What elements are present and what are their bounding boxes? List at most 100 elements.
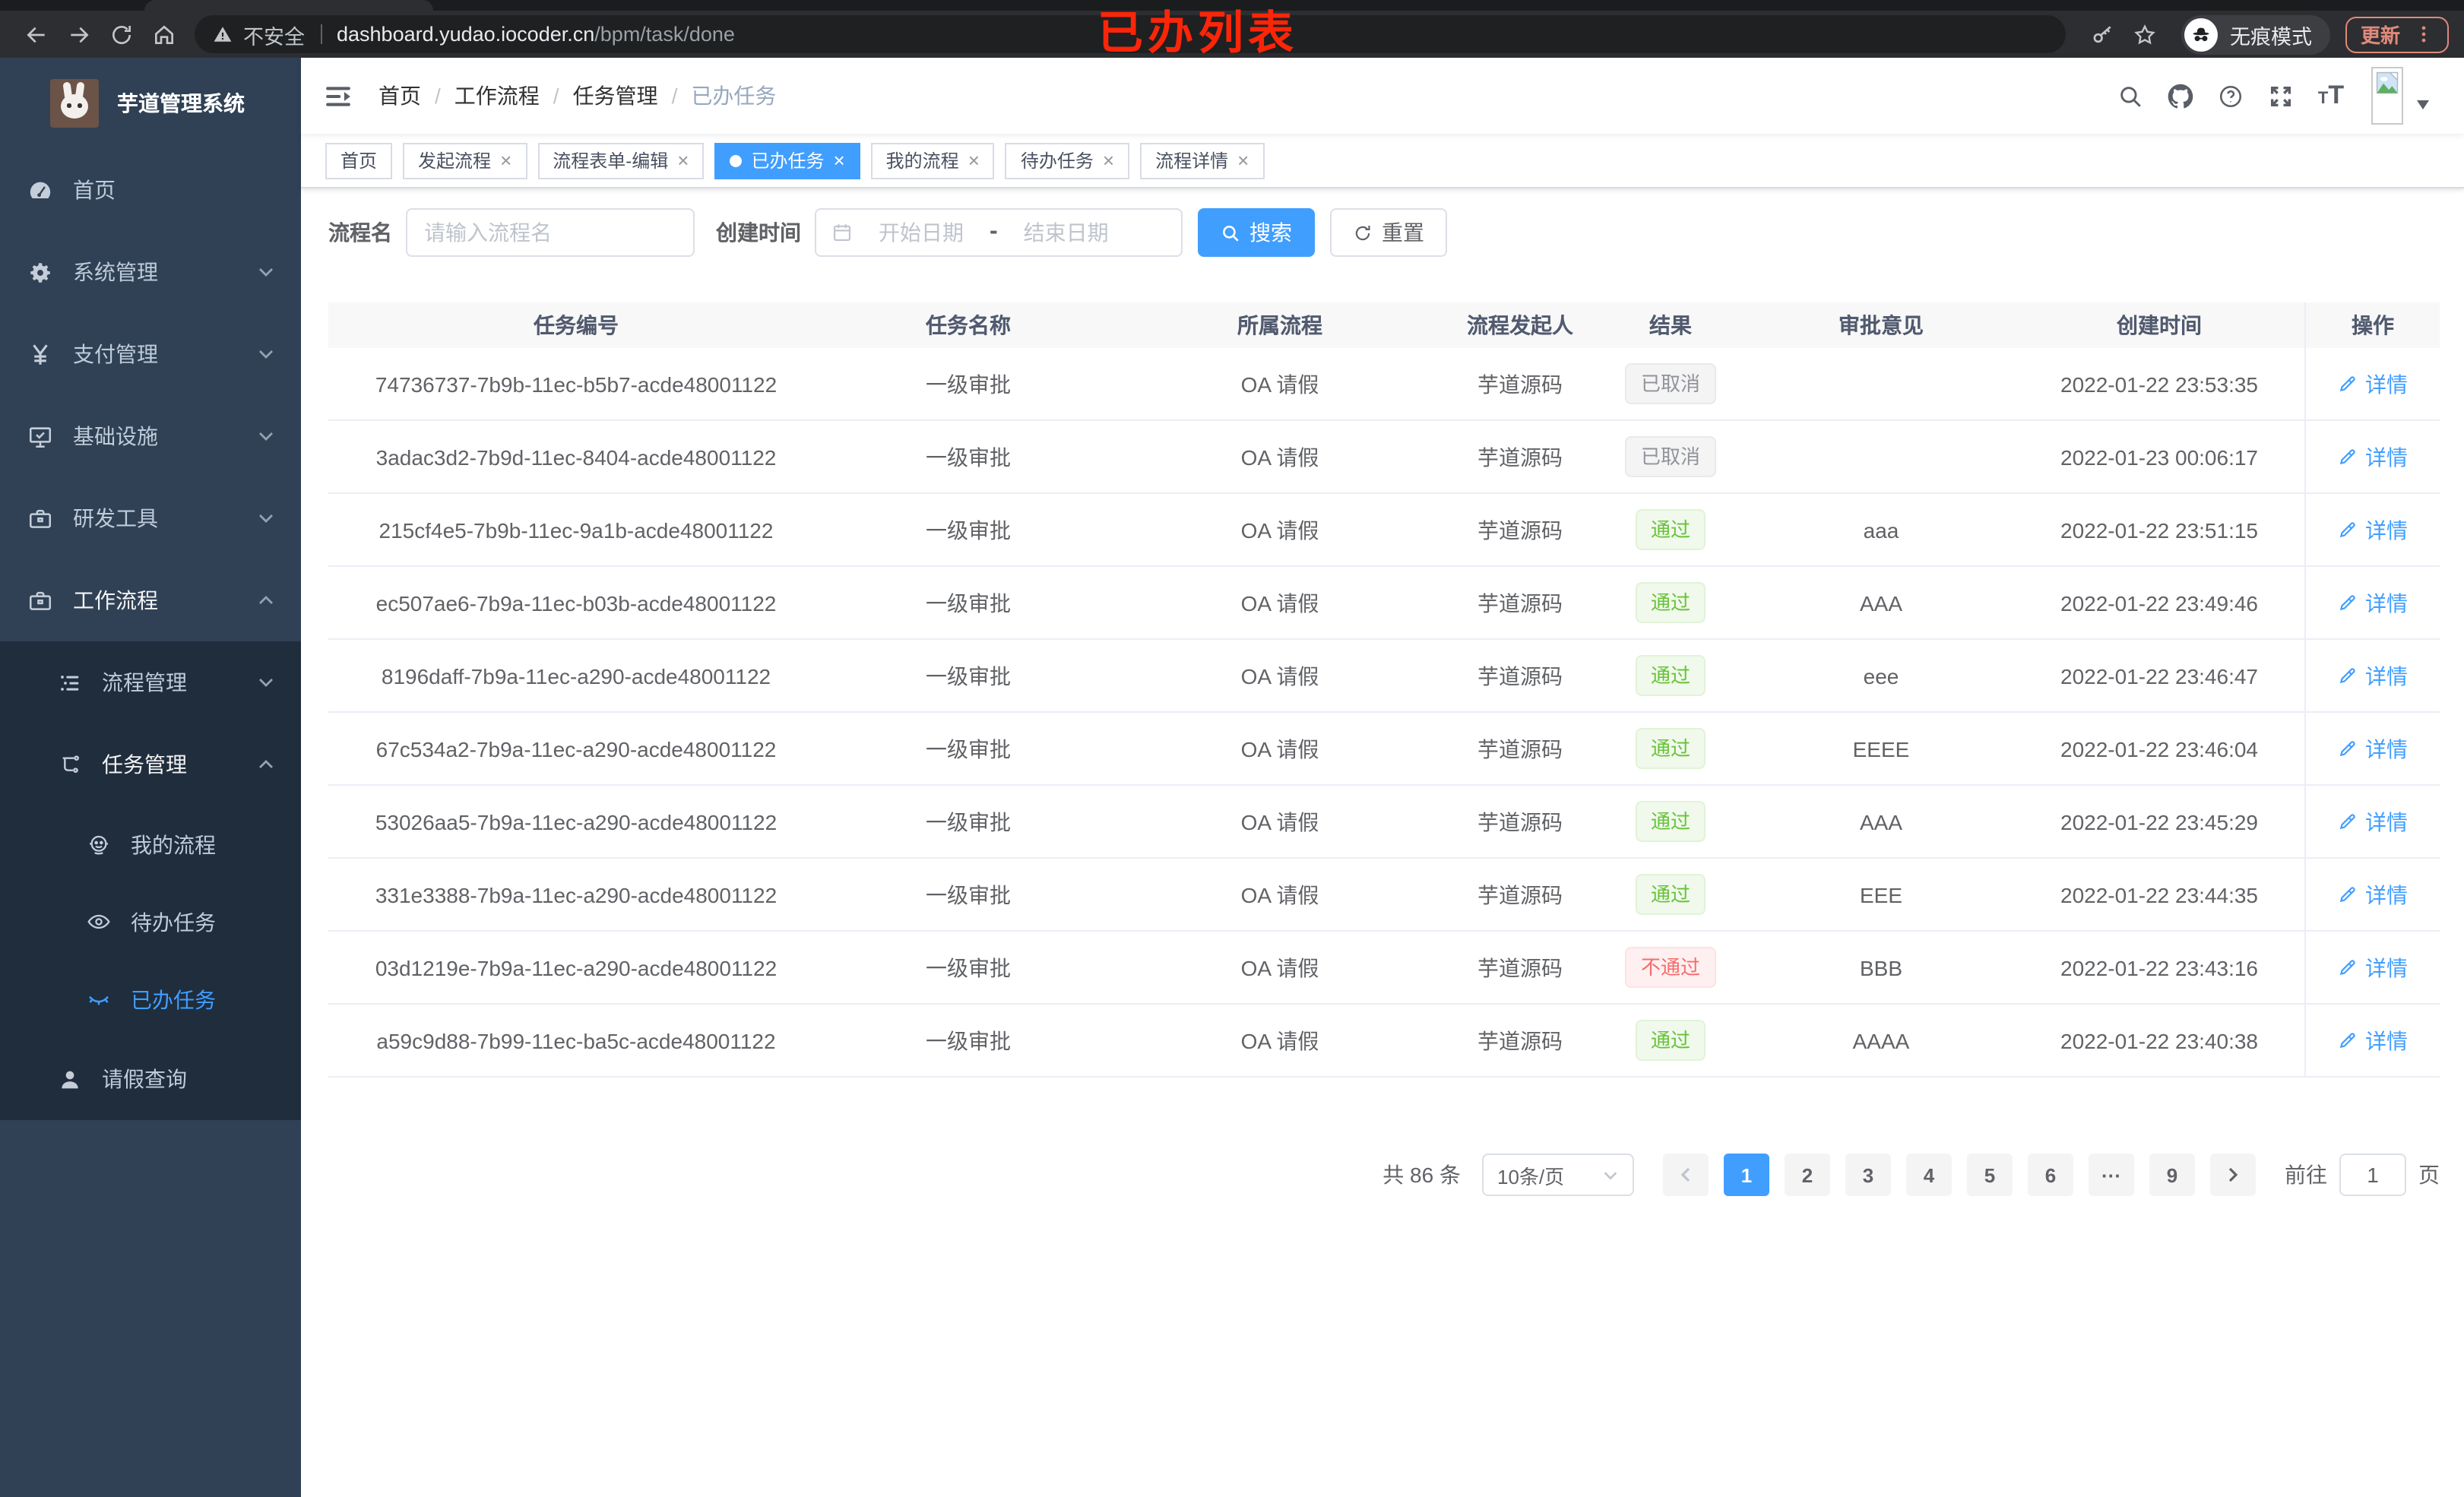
sidebar-item-0[interactable]: 首页 xyxy=(0,149,301,231)
app-logo xyxy=(50,79,99,128)
cell-id: 67c534a2-7b9a-11ec-a290-acde48001122 xyxy=(375,736,777,761)
address-bar[interactable]: 不安全 dashboard.yudao.iocoder.cn/bpm/task/… xyxy=(195,15,2066,53)
tree-icon xyxy=(58,752,82,777)
menu-dots-icon[interactable] xyxy=(2414,24,2434,44)
edit-icon xyxy=(2338,812,2358,831)
close-icon[interactable]: × xyxy=(968,149,980,172)
page-button-3[interactable]: 3 xyxy=(1845,1154,1891,1196)
cell-result: 通过 xyxy=(1593,874,1748,915)
create-time-label: 创建时间 xyxy=(716,220,801,245)
page-button-4[interactable]: 4 xyxy=(1906,1154,1952,1196)
key-icon[interactable] xyxy=(2081,16,2124,52)
avatar-caret-icon[interactable] xyxy=(2417,100,2429,116)
help-icon[interactable] xyxy=(2206,83,2256,109)
task-table: 任务编号 任务名称 所属流程 流程发起人 结果 审批意见 创建时间 操作 74736737-7… xyxy=(328,302,2440,1078)
detail-link[interactable]: 详情 xyxy=(2338,1025,2408,1055)
security-label[interactable]: 不安全 xyxy=(243,25,305,48)
forward-icon[interactable] xyxy=(58,16,100,52)
page-button-2[interactable]: 2 xyxy=(1785,1154,1830,1196)
sidebar-item-2[interactable]: 支付管理 xyxy=(0,313,301,395)
search-button[interactable]: 搜索 xyxy=(1198,208,1315,257)
sidebar-item-4[interactable]: 研发工具 xyxy=(0,477,301,559)
sidebar-item-label: 工作流程 xyxy=(73,588,158,612)
detail-link[interactable]: 详情 xyxy=(2338,369,2408,399)
update-button[interactable]: 更新 xyxy=(2345,16,2449,52)
start-date-input[interactable] xyxy=(856,220,987,245)
page-button-9[interactable]: 9 xyxy=(2149,1154,2195,1196)
sidebar-item-1[interactable]: 系统管理 xyxy=(0,231,301,313)
close-icon[interactable]: × xyxy=(1102,149,1115,172)
sidebar-item-3[interactable]: 基础设施 xyxy=(0,395,301,477)
browser-tab[interactable] xyxy=(144,0,433,11)
pagination-more[interactable]: ··· xyxy=(2089,1154,2134,1196)
detail-link[interactable]: 详情 xyxy=(2338,879,2408,910)
reload-icon[interactable] xyxy=(100,16,143,52)
home-icon[interactable] xyxy=(143,16,185,52)
breadcrumb-item-1[interactable]: 工作流程 xyxy=(454,84,540,108)
active-tab-dot xyxy=(730,154,743,166)
sidebar-fold-icon[interactable] xyxy=(324,81,353,110)
sidebar-item-8[interactable]: 我的流程 xyxy=(0,805,301,883)
page-size-label: 10条/页 xyxy=(1497,1165,1565,1188)
detail-link[interactable]: 详情 xyxy=(2338,660,2408,691)
page-button-5[interactable]: 5 xyxy=(1967,1154,2013,1196)
date-range-picker[interactable]: - xyxy=(815,208,1183,257)
tab-3[interactable]: 已办任务 × xyxy=(714,142,860,179)
breadcrumb-separator: / xyxy=(435,84,441,108)
cell-id: 8196daff-7b9a-11ec-a290-acde48001122 xyxy=(381,663,771,688)
search-icon[interactable] xyxy=(2105,83,2155,109)
detail-link[interactable]: 详情 xyxy=(2338,952,2408,983)
github-icon[interactable] xyxy=(2155,83,2206,109)
fullscreen-icon[interactable] xyxy=(2256,83,2306,109)
detail-link[interactable]: 详情 xyxy=(2338,733,2408,764)
tab-5[interactable]: 待办任务 × xyxy=(1005,142,1130,179)
cell-process: OA 请假 xyxy=(1240,372,1319,396)
close-icon[interactable]: × xyxy=(677,149,689,172)
sidebar-item-9[interactable]: 待办任务 xyxy=(0,883,301,961)
goto-page-input[interactable] xyxy=(2339,1154,2406,1196)
column-header-1: 任务名称 xyxy=(926,313,1011,337)
cell-id: 331e3388-7b9a-11ec-a290-acde48001122 xyxy=(375,882,778,907)
prev-page-button[interactable] xyxy=(1663,1154,1709,1196)
close-icon[interactable]: × xyxy=(1237,149,1249,172)
cell-id: 215cf4e5-7b9b-11ec-9a1b-acde48001122 xyxy=(378,517,774,542)
sidebar-item-5[interactable]: 工作流程 xyxy=(0,559,301,641)
back-icon[interactable] xyxy=(15,16,58,52)
detail-link[interactable]: 详情 xyxy=(2338,806,2408,837)
detail-link[interactable]: 详情 xyxy=(2338,442,2408,472)
sidebar-menu: 首页系统管理 支付管理 基础设施 研发工具工作流程流程管理 任务管理 我的流程 待办任务 已办… xyxy=(0,149,301,1120)
sidebar-item-6[interactable]: 流程管理 xyxy=(0,641,301,723)
cell-starter: 芋道源码 xyxy=(1477,1028,1563,1052)
tab-6[interactable]: 流程详情 × xyxy=(1140,142,1265,179)
cell-name: 一级审批 xyxy=(926,663,1011,688)
result-badge: 已取消 xyxy=(1625,363,1715,404)
cell-name: 一级审批 xyxy=(926,736,1011,761)
sidebar-item-label: 首页 xyxy=(73,178,116,202)
tab-1[interactable]: 发起流程 × xyxy=(403,142,527,179)
font-size-icon[interactable]: TT xyxy=(2317,81,2345,109)
next-page-button[interactable] xyxy=(2210,1154,2256,1196)
close-icon[interactable]: × xyxy=(500,149,512,172)
sidebar-item-11[interactable]: 请假查询 xyxy=(0,1038,301,1120)
detail-link[interactable]: 详情 xyxy=(2338,587,2408,618)
reset-button[interactable]: 重置 xyxy=(1330,208,1447,257)
tab-0[interactable]: 首页 xyxy=(325,142,393,179)
bookmark-star-icon[interactable] xyxy=(2124,16,2166,52)
avatar[interactable] xyxy=(2371,67,2403,125)
page-size-select[interactable]: 10条/页 xyxy=(1482,1154,1634,1196)
tab-2[interactable]: 流程表单-编辑 × xyxy=(537,142,705,179)
sidebar-item-10[interactable]: 已办任务 xyxy=(0,961,301,1038)
sidebar-item-label: 请假查询 xyxy=(102,1067,187,1091)
tab-4[interactable]: 我的流程 × xyxy=(870,142,995,179)
end-date-input[interactable] xyxy=(1000,220,1132,245)
close-icon[interactable]: × xyxy=(833,149,845,172)
breadcrumb-item-2[interactable]: 任务管理 xyxy=(572,84,658,108)
cell-name: 一级审批 xyxy=(926,1028,1011,1052)
app-logo-row[interactable]: 芋道管理系统 xyxy=(0,70,301,137)
breadcrumb-item-0[interactable]: 首页 xyxy=(378,84,421,108)
detail-link[interactable]: 详情 xyxy=(2338,514,2408,545)
page-button-6[interactable]: 6 xyxy=(2028,1154,2073,1196)
sidebar-item-7[interactable]: 任务管理 xyxy=(0,723,301,805)
process-name-input[interactable] xyxy=(406,208,695,257)
page-button-1[interactable]: 1 xyxy=(1724,1154,1769,1196)
